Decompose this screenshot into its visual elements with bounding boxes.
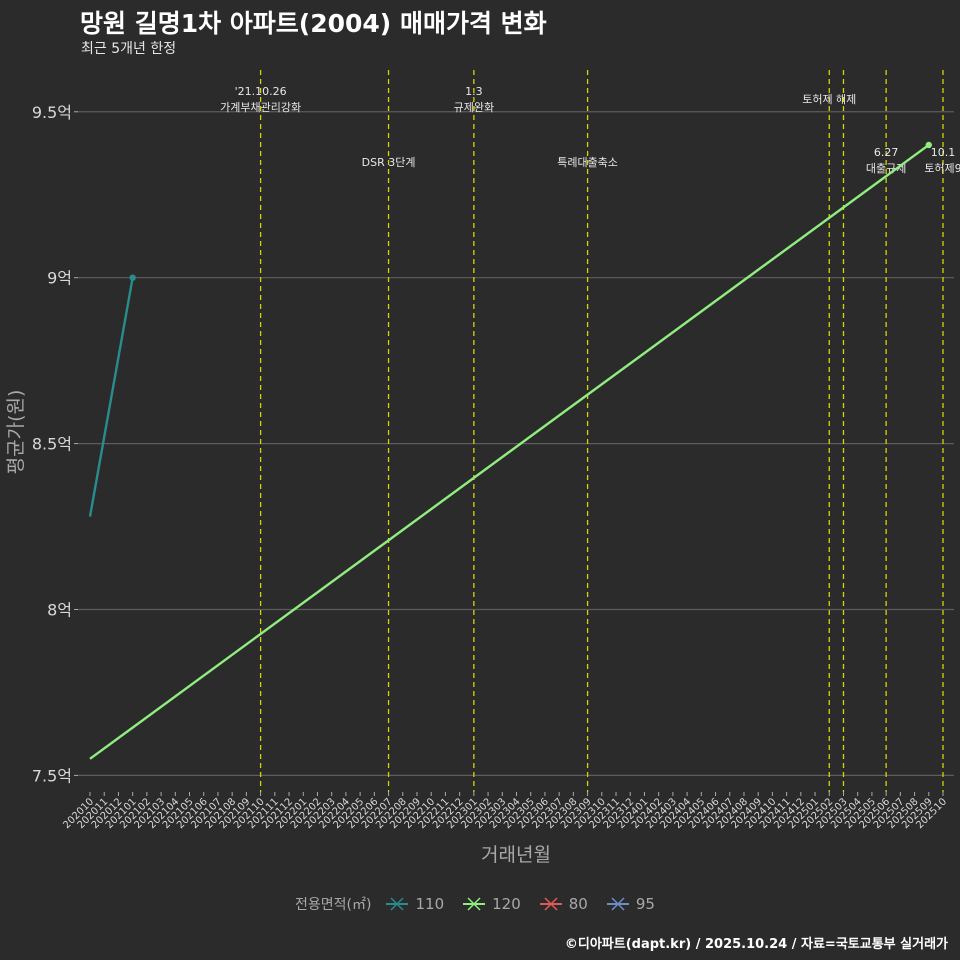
series-line-110: [88, 277, 134, 517]
legend-label-110: 110: [415, 895, 445, 913]
y-axis: 7.5억 8억 8.5억 9억 9.5억: [32, 103, 78, 785]
event-label: 6.27: [874, 146, 899, 159]
series-point-120: [925, 141, 932, 149]
legend-key-110: [386, 897, 409, 911]
y-tick-label: 8.5억: [32, 435, 72, 454]
legend-key-95: [606, 897, 629, 911]
legend-label-120: 120: [492, 895, 521, 913]
x-axis-title: 거래년월: [481, 844, 551, 866]
chart-title: 망원 길명1차 아파트(2004) 매매가격 변화: [80, 9, 547, 38]
y-tick-label: 7.5억: [32, 766, 72, 785]
x-axis: 2020102020112020122021012021022021032021…: [61, 792, 949, 831]
event-label: 10.1: [931, 146, 956, 159]
event-label: 대출규제: [866, 162, 906, 175]
legend-item-110: 110: [383, 894, 444, 914]
grid-lines: [78, 111, 954, 777]
legend-key-120: [463, 897, 486, 911]
event-label: 가계부채관리강화: [220, 101, 301, 114]
source-caption: ©디아파트(dapt.kr) / 2025.10.24 / 자료=국토교통부 실…: [564, 937, 948, 952]
event-label: 특례대출축소: [557, 156, 618, 169]
legend-key-80: [539, 897, 562, 911]
legend-label-80: 80: [568, 895, 588, 913]
legend: 전용면적(㎡) 110 120 80 95: [0, 894, 960, 914]
event-label: 토허제9: [924, 162, 960, 175]
series-line-120: [89, 143, 930, 760]
y-tick-label: 9억: [47, 269, 72, 288]
series-point-110: [129, 274, 136, 281]
event-label: '21.10.26: [235, 85, 287, 98]
y-tick-label: 9.5억: [32, 103, 72, 122]
event-label: 규제완화: [454, 101, 494, 114]
data-series: [88, 141, 932, 760]
y-tick-label: 8억: [47, 601, 72, 620]
event-label: 1.3: [465, 85, 483, 98]
legend-title: 전용면적(㎡): [295, 897, 372, 913]
y-axis-title: 평균가(원): [5, 390, 27, 475]
chart-subtitle: 최근 5개년 한정: [81, 41, 177, 57]
event-label: DSR 3단계: [362, 156, 416, 169]
legend-item-95: 95: [604, 894, 655, 914]
legend-label-95: 95: [635, 895, 655, 913]
legend-item-120: 120: [460, 894, 521, 914]
event-label: 토허제 해제: [802, 92, 856, 106]
legend-item-80: 80: [537, 894, 588, 914]
